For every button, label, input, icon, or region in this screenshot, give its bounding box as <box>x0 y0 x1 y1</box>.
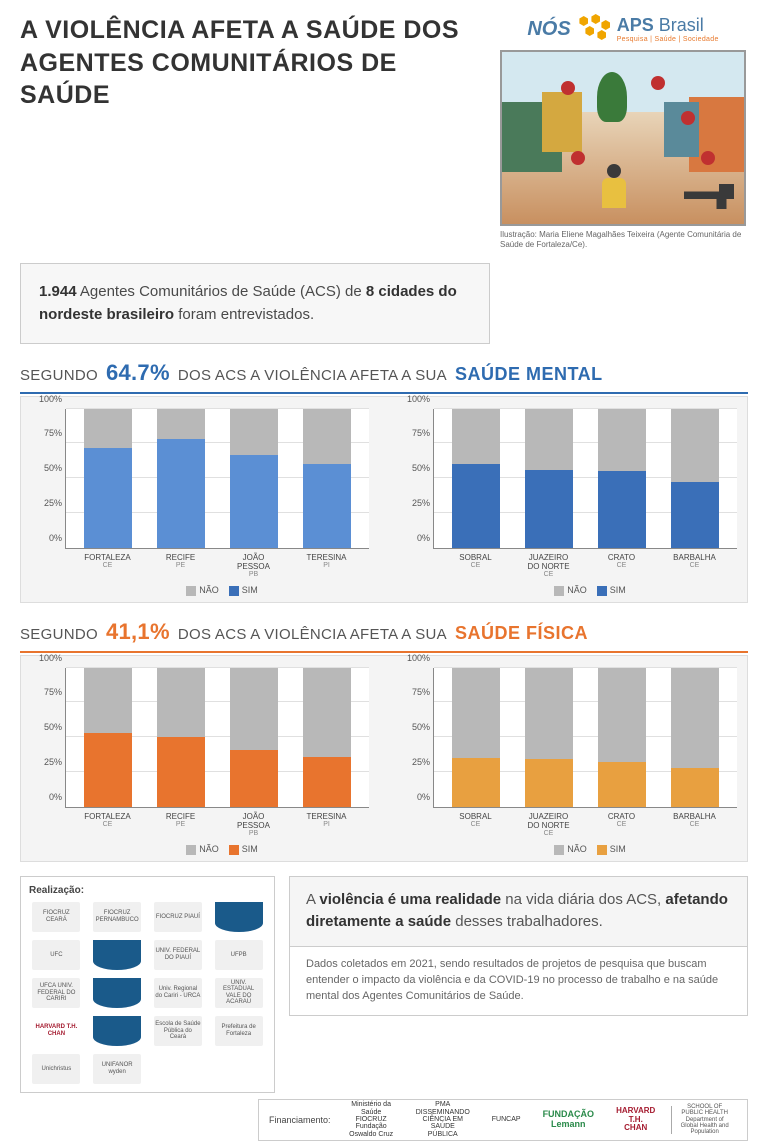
conclusion-main: A violência é uma realidade na vida diár… <box>289 876 748 947</box>
partner-logo: UFCA UNIV. FEDERAL DO CARIRI <box>32 978 80 1008</box>
bar-teresina <box>303 668 351 807</box>
page-title: A VIOLÊNCIA AFETA A SAÚDE DOS AGENTES CO… <box>20 14 484 112</box>
partner-logo: UFC <box>32 940 80 970</box>
partner-logo: UFPB <box>215 940 263 970</box>
intro-text: 1.944 Agentes Comunitários de Saúde (ACS… <box>20 263 490 344</box>
bar-crato <box>598 668 646 807</box>
partner-logo: FIOCRUZ PERNAMBUCO <box>93 902 141 932</box>
bar-sobral <box>452 668 500 807</box>
partner-logo <box>93 1016 141 1046</box>
illustration <box>500 50 746 226</box>
funding-logo: HARVARD T.H. CHAN <box>610 1106 661 1134</box>
aps-brasil-logo: NÓS APS BrasilPesquisa | Saúde | Socieda… <box>527 14 718 44</box>
bar-recife <box>157 409 205 548</box>
partner-logo: Prefeitura de Fortaleza <box>215 1016 263 1046</box>
partner-logo <box>93 940 141 970</box>
funding-logo: FUNCAP <box>486 1106 527 1134</box>
bar-fortaleza <box>84 409 132 548</box>
bar-fortaleza <box>84 668 132 807</box>
bar-barbalha <box>671 668 719 807</box>
partner-logo: FIOCRUZ CEARÁ <box>32 902 80 932</box>
funding-logo: SCHOOL OF PUBLIC HEALTH Department of Gl… <box>671 1106 737 1134</box>
bar-recife <box>157 668 205 807</box>
bar-crato <box>598 409 646 548</box>
bar-joão-pessoa <box>230 409 278 548</box>
partner-logo: Univ. Regional do Cariri - URCA <box>154 978 202 1008</box>
mental-health-banner: SEGUNDO 64.7% DOS ACS A VIOLÊNCIA AFETA … <box>20 360 748 386</box>
realizacao-box: Realização: FIOCRUZ CEARÁFIOCRUZ PERNAMB… <box>20 876 275 1093</box>
bar-juazeiro-do-norte <box>525 409 573 548</box>
physical-health-banner: SEGUNDO 41,1% DOS ACS A VIOLÊNCIA AFETA … <box>20 619 748 645</box>
partner-logo: Escola de Saúde Pública do Ceará <box>154 1016 202 1046</box>
conclusion-sub: Dados coletados em 2021, sendo resultado… <box>289 947 748 1016</box>
partner-logo: Unichristus <box>32 1054 80 1084</box>
physical-health-charts: 0%25%50%75%100%FORTALEZACERECIFEPEJOÃO P… <box>20 651 748 862</box>
bar-barbalha <box>671 409 719 548</box>
partner-logo: UNIV. ESTADUAL VALE DO ACARAÚ <box>215 978 263 1008</box>
bar-teresina <box>303 409 351 548</box>
partner-logo: FIOCRUZ PIAUÍ <box>154 902 202 932</box>
partner-logo: UNIV. FEDERAL DO PIAUÍ <box>154 940 202 970</box>
bar-joão-pessoa <box>230 668 278 807</box>
partner-logo: UNIFANOR wyden <box>93 1054 141 1084</box>
funding-logo: PMA DISSEMINANDO CIÊNCIA EM SAÚDE PÚBLIC… <box>410 1106 476 1134</box>
bar-sobral <box>452 409 500 548</box>
partner-logo <box>93 978 141 1008</box>
bar-juazeiro-do-norte <box>525 668 573 807</box>
partner-logo <box>215 902 263 932</box>
funding-logo: FUNDAÇÃO Lemann <box>537 1106 601 1134</box>
mental-health-charts: 0%25%50%75%100%FORTALEZACERECIFEPEJOÃO P… <box>20 392 748 603</box>
illustration-caption: Ilustração: Maria Eliene Magalhães Teixe… <box>500 230 746 249</box>
funding-logo: Ministério da Saúde FIOCRUZ Fundação Osw… <box>343 1106 400 1134</box>
funding-row: Financiamento: Ministério da Saúde FIOCR… <box>258 1099 748 1141</box>
partner-logo: HARVARD T.H. CHAN <box>32 1016 80 1046</box>
